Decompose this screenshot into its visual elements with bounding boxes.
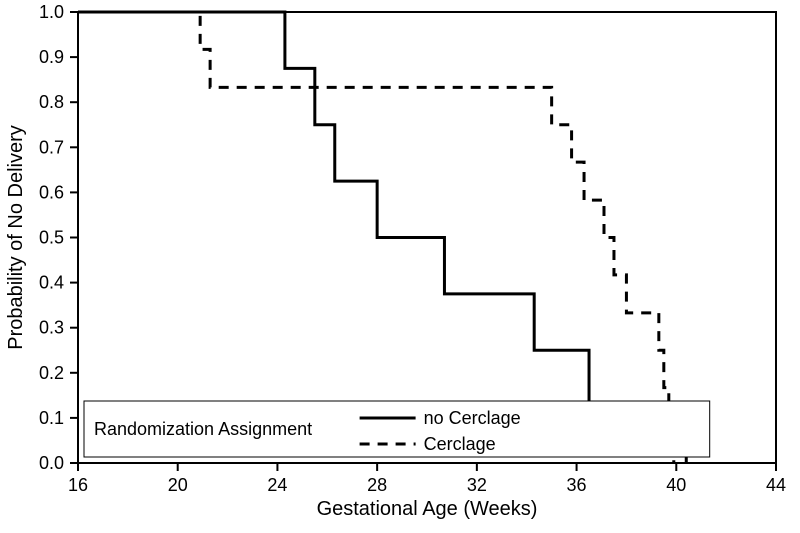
legend-title: Randomization Assignment — [94, 419, 312, 439]
y-tick-label: 0.5 — [39, 228, 64, 248]
y-tick-label: 0.2 — [39, 363, 64, 383]
y-axis-label: Probability of No Delivery — [5, 125, 27, 350]
x-tick-label: 16 — [68, 475, 88, 495]
x-tick-label: 24 — [267, 475, 287, 495]
legend-label-1: Cerclage — [424, 434, 496, 454]
y-tick-label: 0.0 — [39, 453, 64, 473]
survival-chart: 16 20 24 28 32 36 40 44 0.0 0.1 0.2 0.3 0.4 0.5 0.6 0.7… — [0, 0, 800, 533]
y-tick-label: 0.1 — [39, 408, 64, 428]
y-tick-label: 0.3 — [39, 318, 64, 338]
y-tick-label: 0.9 — [39, 47, 64, 67]
y-tick-label: 0.6 — [39, 182, 64, 202]
x-tick-label: 20 — [168, 475, 188, 495]
x-tick-label: 44 — [766, 475, 786, 495]
x-tick-label: 32 — [467, 475, 487, 495]
y-tick-label: 0.8 — [39, 92, 64, 112]
x-tick-label: 28 — [367, 475, 387, 495]
legend: Randomization Assignment no Cerclage Cercl… — [84, 401, 710, 457]
x-tick-label: 36 — [567, 475, 587, 495]
x-axis-label: Gestational Age (Weeks) — [317, 498, 538, 520]
legend-label-0: no Cerclage — [424, 408, 521, 428]
y-tick-label: 0.7 — [39, 137, 64, 157]
y-tick-label: 0.4 — [39, 273, 64, 293]
chart-svg: 16 20 24 28 32 36 40 44 0.0 0.1 0.2 0.3 0.4 0.5 0.6 0.7… — [0, 0, 800, 533]
y-tick-label: 1.0 — [39, 2, 64, 22]
x-tick-label: 40 — [666, 475, 686, 495]
